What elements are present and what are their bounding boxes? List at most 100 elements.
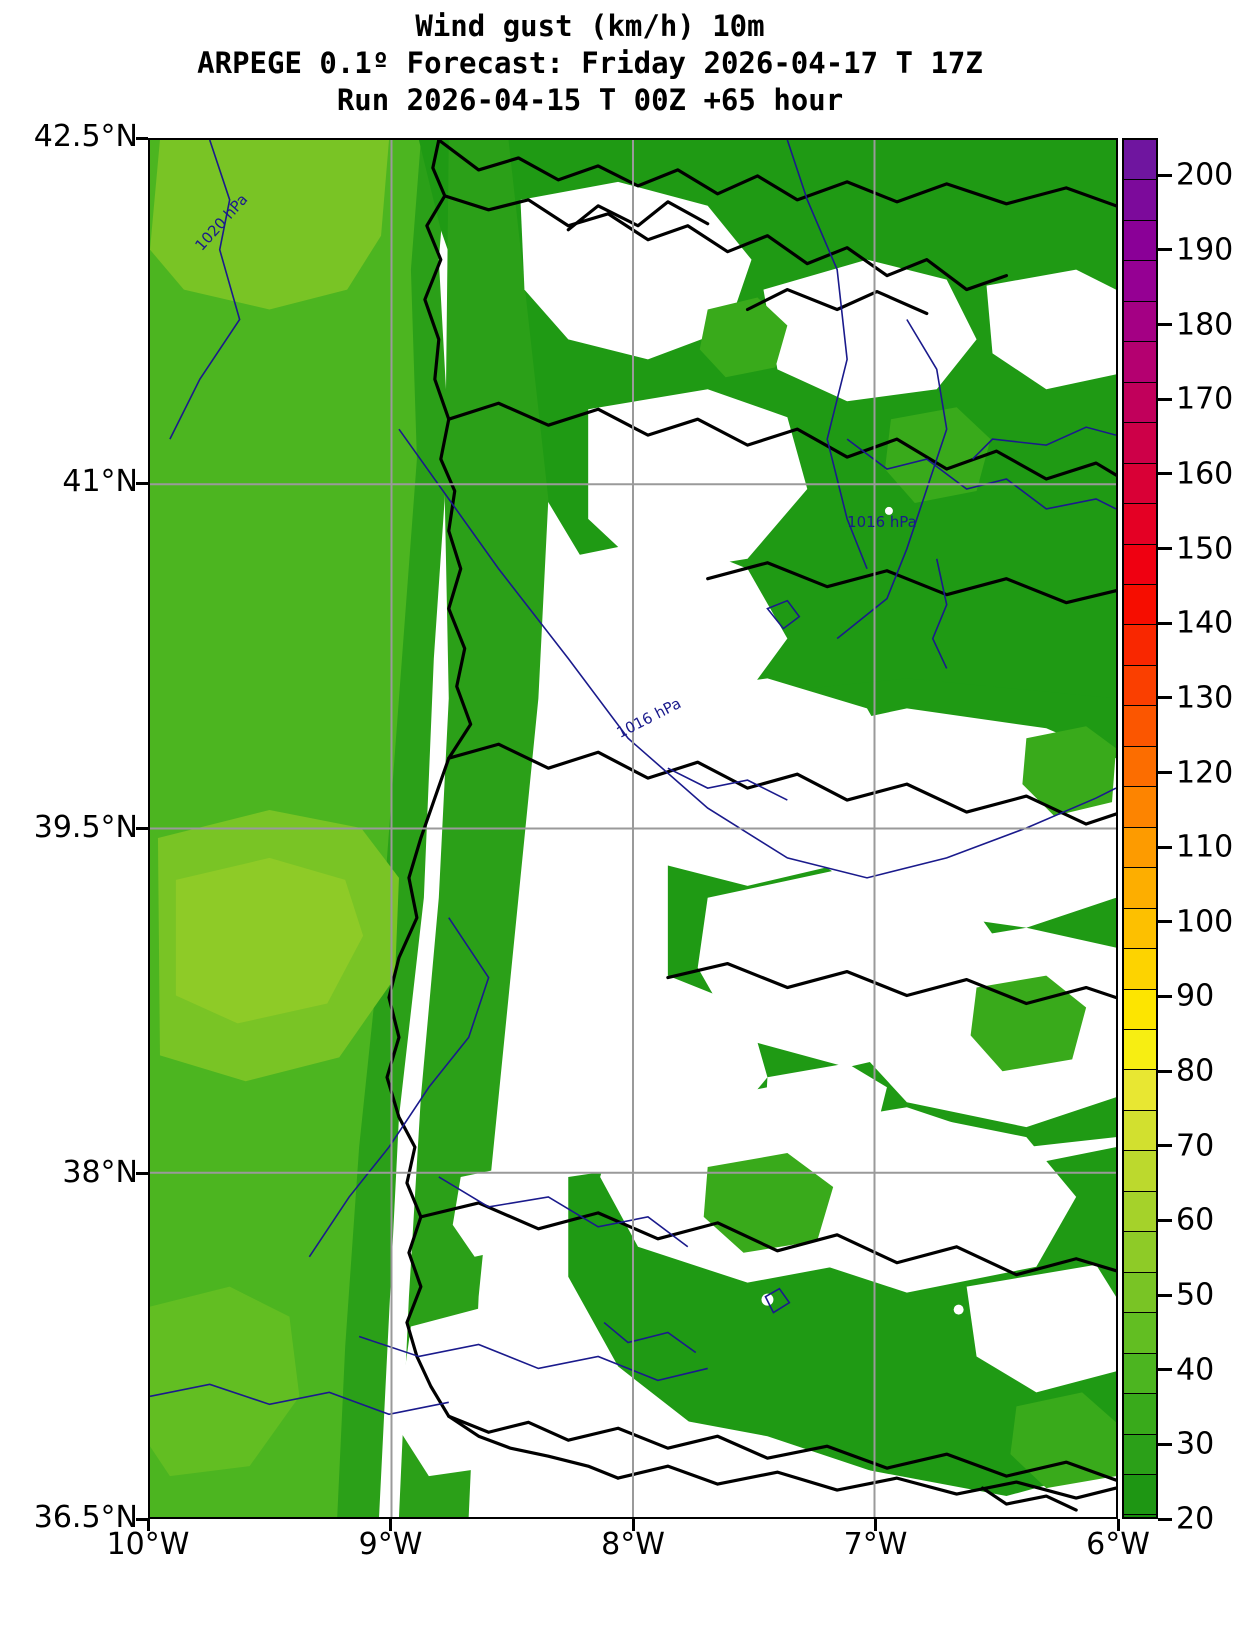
colorbar-tick-mark xyxy=(1158,994,1172,998)
latitude-tick-mark xyxy=(136,481,148,485)
colorbar-band xyxy=(1124,988,1156,1029)
colorbar-tick-label: 180 xyxy=(1176,307,1234,343)
colorbar-band xyxy=(1124,907,1156,949)
colorbar-band xyxy=(1124,300,1156,342)
isobar-closed-loops xyxy=(764,599,801,1314)
colorbar-band xyxy=(1124,1393,1156,1434)
colorbar-tick-mark xyxy=(1158,920,1172,924)
latitude-tick-label: 38°N xyxy=(62,1154,138,1190)
gust-band-ocean-45-mid xyxy=(175,857,364,1024)
colorbar-tick-mark xyxy=(1158,547,1172,551)
colorbar-gust-scale[interactable] xyxy=(1122,138,1158,1519)
colorbar-band xyxy=(1124,462,1156,504)
colorbar-band xyxy=(1124,1150,1156,1191)
colorbar-tick-mark xyxy=(1158,323,1172,327)
colorbar-tick-label: 200 xyxy=(1176,157,1234,193)
longitude-tick-label: 8°W xyxy=(601,1527,665,1562)
colorbar-band xyxy=(1124,1473,1156,1515)
colorbar-tick-label: 120 xyxy=(1176,755,1234,790)
title-line-variable: Wind gust (km/h) 10m xyxy=(415,9,765,43)
colorbar-band xyxy=(1124,1271,1156,1313)
colorbar-band xyxy=(1124,140,1156,180)
chart-title-block: Wind gust (km/h) 10m ARPEGE 0.1º Forecas… xyxy=(0,8,1180,119)
longitude-tick-label: 10°W xyxy=(106,1527,190,1562)
map-plot-area[interactable]: 1020 hPa 1016 hPa 1016 hPa xyxy=(148,138,1118,1519)
colorbar-tick-label: 30 xyxy=(1176,1426,1215,1462)
colorbar-band xyxy=(1124,1231,1156,1272)
colorbar-tick-mark xyxy=(1158,1368,1172,1372)
colorbar-band xyxy=(1124,543,1156,584)
colorbar-band xyxy=(1124,260,1156,301)
colorbar-tick-mark xyxy=(1158,1293,1172,1297)
colorbar-band xyxy=(1124,826,1156,868)
colorbar-band xyxy=(1124,219,1156,261)
coastline-and-borders xyxy=(385,140,1116,1512)
latitude-tick-label: 36.5°N xyxy=(33,1500,138,1535)
colorbar-band xyxy=(1124,1028,1156,1070)
colorbar-band xyxy=(1124,786,1156,827)
longitude-tick-mark xyxy=(389,1519,392,1531)
colorbar-band xyxy=(1124,1433,1156,1474)
colorbar-band xyxy=(1124,1312,1156,1353)
colorbar-tick-label: 130 xyxy=(1176,680,1234,716)
colorbar-band xyxy=(1124,1069,1156,1110)
colorbar-band xyxy=(1124,664,1156,706)
colorbar-tick-label: 150 xyxy=(1176,531,1234,567)
colorbar-band xyxy=(1124,1190,1156,1232)
gust-band-ocean-40-sw xyxy=(150,1286,300,1477)
colorbar-tick-label: 110 xyxy=(1176,829,1234,865)
colorbar-band xyxy=(1124,1514,1156,1517)
colorbar-tick-label: 100 xyxy=(1176,904,1234,940)
gust-band-land-lighter-patches xyxy=(699,297,1116,1489)
isobar-label-1016-north: 1016 hPa xyxy=(847,513,917,531)
colorbar-tick-mark xyxy=(1158,696,1172,700)
colorbar-band xyxy=(1124,503,1156,544)
colorbar-tick-mark xyxy=(1158,771,1172,774)
colorbar-tick-label: 90 xyxy=(1176,978,1215,1014)
gust-band-ocean-40-north xyxy=(150,140,390,310)
latitude-tick-label: 41°N xyxy=(62,464,138,500)
colorbar-band xyxy=(1124,867,1156,908)
colorbar-tick-label: 60 xyxy=(1176,1202,1215,1238)
longitude-tick-mark xyxy=(1116,1519,1120,1531)
map-canvas: 1020 hPa 1016 hPa 1016 hPa xyxy=(150,140,1116,1517)
latitude-tick-label: 42.5°N xyxy=(33,119,138,154)
colorbar-tick-mark xyxy=(1158,621,1172,625)
colorbar-band xyxy=(1124,705,1156,746)
latitude-tick-label: 39.5°N xyxy=(33,809,138,845)
colorbar-band xyxy=(1124,745,1156,787)
colorbar-tick-mark xyxy=(1158,845,1172,849)
colorbar-band xyxy=(1124,624,1156,665)
colorbar-tick-label: 160 xyxy=(1176,456,1234,492)
longitude-tick-label: 9°W xyxy=(358,1527,423,1562)
colorbar-band xyxy=(1124,422,1156,463)
colorbar-tick-label: 20 xyxy=(1176,1501,1215,1537)
colorbar-tick-label: 40 xyxy=(1176,1352,1215,1388)
colorbar-tick-mark xyxy=(1158,1069,1172,1073)
colorbar-band xyxy=(1124,381,1156,423)
colorbar-tick-mark xyxy=(1158,1442,1172,1446)
colorbar-tick-mark xyxy=(1158,397,1172,401)
low-gust-white-areas xyxy=(396,181,1116,1517)
colorbar-band xyxy=(1124,1352,1156,1394)
longitude-tick-mark xyxy=(631,1519,635,1531)
latitude-tick-mark xyxy=(136,1172,148,1176)
colorbar-tick-mark xyxy=(1158,1144,1172,1148)
longitude-tick-mark xyxy=(146,1519,150,1531)
colorbar-tick-label: 170 xyxy=(1176,381,1234,417)
longitude-tick-label: 7°W xyxy=(843,1527,908,1562)
colorbar-tick-label: 190 xyxy=(1176,232,1234,268)
colorbar-band xyxy=(1124,341,1156,382)
colorbar-tick-mark xyxy=(1158,472,1172,476)
colorbar-tick-mark xyxy=(1158,1218,1172,1222)
colorbar-tick-label: 70 xyxy=(1176,1128,1215,1164)
title-line-model-forecast: ARPEGE 0.1º Forecast: Friday 2026-04-17 … xyxy=(197,46,983,80)
graticule-gridlines xyxy=(150,140,1116,1517)
colorbar-band xyxy=(1124,1109,1156,1151)
title-line-run: Run 2026-04-15 T 00Z +65 hour xyxy=(336,83,844,117)
colorbar-tick-mark xyxy=(1158,173,1172,177)
latitude-tick-mark xyxy=(136,1517,148,1521)
colorbar-band xyxy=(1124,948,1156,989)
colorbar-tick-label: 50 xyxy=(1176,1277,1215,1313)
